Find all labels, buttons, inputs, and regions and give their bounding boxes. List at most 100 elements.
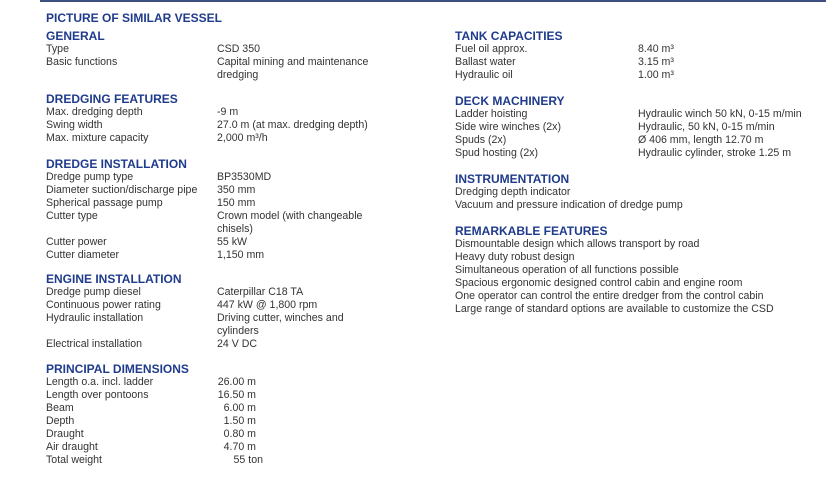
- spec-row: Diameter suction/discharge pipe 350 mm: [46, 184, 377, 197]
- spec-label: Hydraulic oil: [455, 69, 513, 81]
- section-engine-installation: ENGINE INSTALLATION Dredge pump diesel Cat…: [46, 272, 377, 351]
- section-tank-capacities: TANK CAPACITIES Fuel oil approx. 8.40 m³ Ba…: [455, 29, 674, 82]
- spec-label: Cutter type: [46, 210, 98, 222]
- spec-label: Ladder hoisting: [455, 108, 528, 120]
- section-deck-machinery: DECK MACHINERY Ladder hoisting Hydraulic w…: [455, 94, 802, 160]
- spec-row: Side wire winches (2x) Hydraulic, 50 kN, …: [455, 121, 802, 134]
- spec-value: 2,000 m³/h: [217, 132, 268, 144]
- section-heading: INSTRUMENTATION: [455, 172, 570, 186]
- feature-line: Vacuum and pressure indication of dredge…: [455, 199, 683, 211]
- spec-label: Dredge pump type: [46, 171, 134, 183]
- section-principal-dimensions: PRINCIPAL DIMENSIONS Length o.a. incl. la…: [46, 362, 263, 467]
- section-heading: REMARKABLE FEATURES: [455, 224, 608, 238]
- spec-value: 0.80 m: [223, 428, 256, 440]
- spec-value: 1.50 m: [223, 415, 256, 427]
- spec-row: Depth 1.50 m: [46, 415, 263, 428]
- spec-row: Cutter power 55 kW: [46, 236, 377, 249]
- spec-value: 55 kW: [217, 236, 248, 248]
- spec-value: CSD 350: [217, 43, 260, 55]
- spec-label: Length o.a. incl. ladder: [46, 376, 154, 388]
- spec-label: Continuous power rating: [46, 299, 161, 311]
- spec-value: 24 V DC: [217, 338, 258, 350]
- spec-value: 26.00 m: [217, 376, 256, 388]
- feature-line: Spacious ergonomic designed control cabi…: [455, 277, 743, 289]
- spec-row: Hydraulic installation Driving cutter, wi…: [46, 312, 377, 338]
- spec-row: Max. mixture capacity 2,000 m³/h: [46, 132, 368, 145]
- spec-row: Electrical installation 24 V DC: [46, 338, 377, 351]
- feature-line: Simultaneous operation of all functions …: [455, 264, 679, 276]
- spec-label: Electrical installation: [46, 338, 142, 350]
- spec-label: Fuel oil approx.: [455, 43, 528, 55]
- spec-row: Basic functions Capital mining and mainte…: [46, 56, 377, 82]
- spec-value: Hydraulic, 50 kN, 0-15 m/min: [638, 121, 775, 133]
- spec-value: 150 mm: [217, 197, 256, 209]
- spec-value: 55 ton: [233, 454, 263, 466]
- section-remarkable-features: REMARKABLE FEATURES Dismountable design w…: [455, 224, 774, 316]
- spec-value: Caterpillar C18 TA: [217, 286, 304, 298]
- section-heading: DECK MACHINERY: [455, 94, 565, 108]
- spec-label: Draught: [46, 428, 84, 440]
- spec-label: Max. dredging depth: [46, 106, 143, 118]
- section-heading: GENERAL: [46, 29, 105, 43]
- section-general: GENERAL Type CSD 350 Basic functions Capital…: [46, 29, 377, 82]
- spec-label: Cutter diameter: [46, 249, 120, 261]
- spec-value: Driving cutter, winches and cylinders: [217, 312, 344, 337]
- feature-line: One operator can control the entire dred…: [455, 290, 764, 302]
- spec-value: 1,150 mm: [217, 249, 265, 261]
- spec-label: Dredge pump diesel: [46, 286, 141, 298]
- spec-row: Max. dredging depth -9 m: [46, 106, 368, 119]
- spec-row: Spud hosting (2x) Hydraulic cylinder, str…: [455, 147, 802, 160]
- section-heading: DREDGING FEATURES: [46, 92, 178, 106]
- spec-value: 1.00 m³: [638, 69, 674, 81]
- feature-line: Large range of standard options are avai…: [455, 303, 774, 315]
- spec-value: 27.0 m (at max. dredging depth): [217, 119, 368, 131]
- spec-row: Type CSD 350: [46, 43, 377, 56]
- spec-row: Cutter type Crown model (with changeable …: [46, 210, 377, 236]
- spec-label: Spherical passage pump: [46, 197, 163, 209]
- feature-line: Dismountable design which allows transpo…: [455, 238, 700, 250]
- spec-value: 350 mm: [217, 184, 256, 196]
- spec-label: Max. mixture capacity: [46, 132, 149, 144]
- spec-row: Draught 0.80 m: [46, 428, 263, 441]
- spec-row: Air draught 4.70 m: [46, 441, 263, 454]
- spec-label: Diameter suction/discharge pipe: [46, 184, 198, 196]
- spec-row: Length over pontoons 16.50 m: [46, 389, 263, 402]
- spec-row: Dredge pump diesel Caterpillar C18 TA: [46, 286, 377, 299]
- spec-label: Depth: [46, 415, 75, 427]
- spec-row: Ladder hoisting Hydraulic winch 50 kN, 0-…: [455, 108, 802, 121]
- section-heading: ENGINE INSTALLATION: [46, 272, 182, 286]
- spec-row: Total weight 55 ton: [46, 454, 263, 467]
- spec-value: Capital mining and maintenance dredging: [217, 56, 369, 81]
- spec-value: 8.40 m³: [638, 43, 674, 55]
- spec-label: Basic functions: [46, 56, 118, 68]
- spec-row: Cutter diameter 1,150 mm: [46, 249, 377, 262]
- spec-label: Side wire winches (2x): [455, 121, 561, 133]
- spec-row: Spherical passage pump 150 mm: [46, 197, 377, 210]
- spec-value: Ø 406 mm, length 12.70 m: [638, 134, 764, 146]
- spec-label: Spud hosting (2x): [455, 147, 539, 159]
- section-dredge-installation: DREDGE INSTALLATION Dredge pump type BP353…: [46, 157, 377, 262]
- spec-value: Hydraulic cylinder, stroke 1.25 m: [638, 147, 792, 159]
- spec-row: Hydraulic oil 1.00 m³: [455, 69, 674, 82]
- spec-label: Type: [46, 43, 69, 55]
- spec-label: Ballast water: [455, 56, 516, 68]
- spec-label: Cutter power: [46, 236, 107, 248]
- spec-row: Spuds (2x) Ø 406 mm, length 12.70 m: [455, 134, 802, 147]
- spec-value: Hydraulic winch 50 kN, 0-15 m/min: [638, 108, 802, 120]
- spec-value: 6.00 m: [223, 402, 256, 414]
- section-heading: DREDGE INSTALLATION: [46, 157, 187, 171]
- spec-label: Length over pontoons: [46, 389, 149, 401]
- spec-row: Beam 6.00 m: [46, 402, 263, 415]
- section-instrumentation: INSTRUMENTATION Dredging depth indicator V…: [455, 172, 683, 212]
- feature-line: Heavy duty robust design: [455, 251, 575, 263]
- spec-row: Continuous power rating 447 kW @ 1,800 rp…: [46, 299, 377, 312]
- spec-label: Total weight: [46, 454, 102, 466]
- spec-row: Fuel oil approx. 8.40 m³: [455, 43, 674, 56]
- spec-value: BP3530MD: [217, 171, 272, 183]
- feature-line: Dredging depth indicator: [455, 186, 571, 198]
- spec-value: 16.50 m: [217, 389, 256, 401]
- spec-label: Beam: [46, 402, 74, 414]
- section-dredging-features: DREDGING FEATURES Max. dredging depth -9 m…: [46, 92, 368, 145]
- spec-label: Hydraulic installation: [46, 312, 144, 324]
- top-rule: [40, 0, 826, 2]
